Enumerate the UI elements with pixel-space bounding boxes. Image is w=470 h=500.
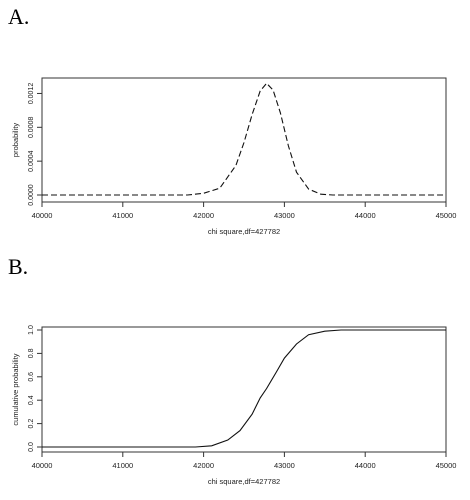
x-tick-label: 42000 [193, 211, 214, 220]
x-tick-label: 45000 [436, 461, 457, 470]
x-tick-label: 44000 [355, 211, 376, 220]
x-tick-label: 45000 [436, 211, 457, 220]
cumulative-chart: 40000 41000 42000 43000 44000 45000 0.0 0.2 0.4 0… [11, 325, 457, 486]
x-tick-label: 41000 [112, 211, 133, 220]
panel-a-label: A. [8, 4, 30, 29]
y-axis-label: probability [11, 123, 20, 157]
y-tick-label: 0.0004 [28, 150, 35, 172]
x-tick-label: 42000 [193, 461, 214, 470]
y-tick-label: 0.6 [28, 372, 35, 382]
panel-b-label: B. [8, 254, 29, 279]
y-tick-label: 0.4 [28, 395, 35, 405]
series-line [42, 329, 446, 448]
plot-frame [41, 326, 447, 453]
y-tick-label: 0.0012 [28, 83, 35, 105]
x-tick-label: 44000 [355, 461, 376, 470]
y-tick-label: 0.8 [28, 348, 35, 358]
x-tick-label: 43000 [274, 211, 295, 220]
x-tick-label: 40000 [32, 461, 53, 470]
y-tick-label: 0.0 [28, 442, 35, 452]
y-tick-label: 1.0 [28, 325, 35, 335]
x-tick-label: 41000 [112, 461, 133, 470]
y-tick-label: 0.2 [28, 419, 35, 429]
density-chart: 40000 41000 42000 43000 44000 45000 0.0000 0.00… [11, 77, 457, 236]
y-axis-label: cumulative probability [11, 353, 20, 425]
x-axis-label: chi square,df=427782 [208, 477, 280, 486]
x-tick-label: 43000 [274, 461, 295, 470]
series-line [42, 82, 446, 196]
plot-frame [41, 77, 447, 203]
x-axis-label: chi square,df=427782 [208, 227, 280, 236]
x-tick-label: 40000 [32, 211, 53, 220]
y-tick-label: 0.0008 [28, 117, 35, 139]
y-tick-label: 0.0000 [28, 184, 35, 206]
